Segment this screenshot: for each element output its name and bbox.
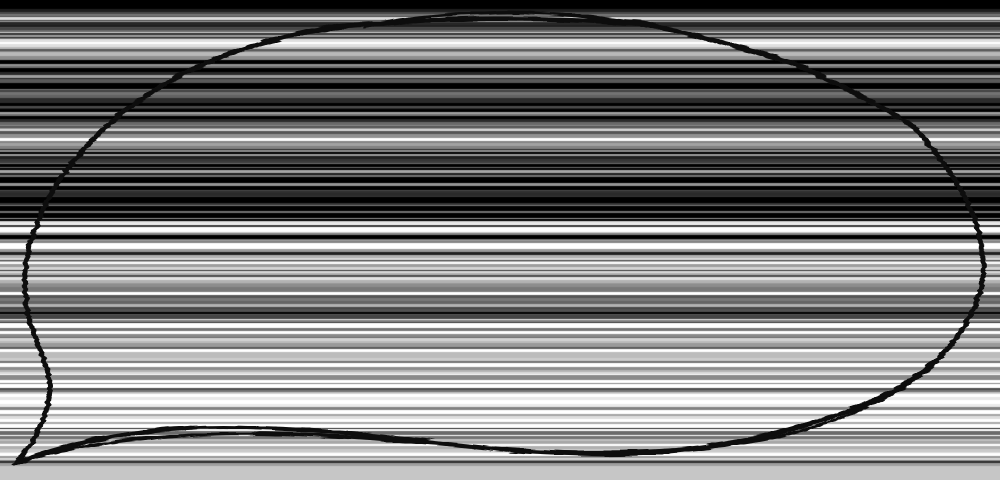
speech-bubble-strokes: [11, 11, 986, 467]
speech-bubble-bottom-overdraw-stroke: [53, 360, 940, 454]
speech-bubble-apex-overdraw-stroke: [363, 11, 652, 29]
speech-bubble-outline: [11, 16, 986, 467]
